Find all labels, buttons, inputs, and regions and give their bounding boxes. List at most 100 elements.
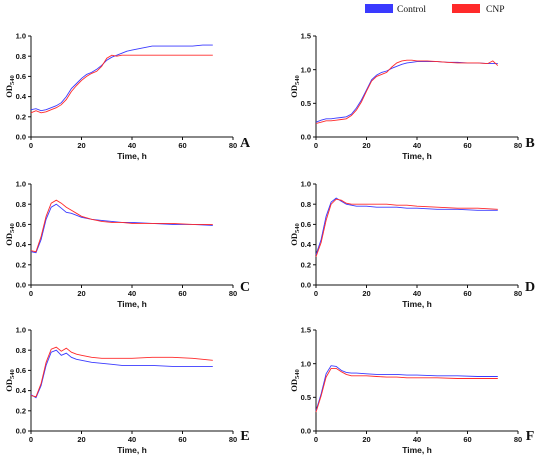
y-tick-label: 0.0	[16, 281, 26, 290]
x-tick-label: 80	[514, 289, 522, 298]
x-tick-label: 80	[514, 435, 522, 444]
y-tick-label: 1.0	[16, 32, 26, 41]
panel-letter: A	[240, 136, 251, 151]
y-tick-label: 0.2	[16, 112, 26, 121]
panel-b: 0 20 40 60 80 0.0 0.5 1.0 1.5 Time, h OD540 B	[289, 32, 535, 161]
y-tick-label: 0.6	[16, 72, 26, 81]
series-line-control	[30, 44, 213, 112]
x-tick-label: 0	[314, 435, 318, 444]
series-line-control	[30, 349, 213, 399]
x-tick-label: 0	[29, 289, 33, 298]
x-tick-label: 20	[77, 141, 85, 150]
x-tick-label: 20	[77, 289, 85, 298]
y-tick-label: 0.2	[16, 260, 26, 269]
x-tick-label: 20	[77, 435, 85, 444]
y-tick-label: 0.5	[301, 99, 311, 108]
y-tick-label: 1.0	[301, 180, 311, 189]
x-axis-label: Time, h	[402, 445, 432, 455]
series-line-cnp	[30, 199, 213, 253]
y-tick-label: 0.4	[301, 240, 312, 249]
y-axis-label: OD540	[289, 75, 301, 98]
y-axis-label: OD540	[289, 223, 301, 246]
x-tick-label: 40	[128, 141, 136, 150]
x-tick-label: 60	[178, 141, 186, 150]
y-tick-label: 0.4	[16, 386, 27, 395]
y-tick-label: 0.0	[301, 427, 311, 436]
x-tick-label: 80	[514, 141, 522, 150]
x-tick-label: 0	[314, 141, 318, 150]
x-tick-label: 80	[229, 435, 237, 444]
y-axis-label: OD540	[4, 369, 16, 392]
legend-label-1: CNP	[486, 5, 504, 15]
panel-d: 0 20 40 60 80 0.0 0.2 0.4 0.6 0.8 1.0 Time, h OD540 D	[289, 180, 535, 309]
panel-letter: E	[240, 429, 249, 444]
y-tick-label: 0.6	[16, 220, 26, 229]
legend-swatch-1	[452, 4, 480, 13]
legend-label-0: Control	[397, 5, 426, 15]
x-tick-label: 40	[128, 435, 136, 444]
y-tick-label: 0.8	[16, 52, 26, 61]
y-tick-label: 1.0	[301, 359, 311, 368]
x-tick-label: 0	[29, 435, 33, 444]
y-axis-label: OD540	[4, 75, 16, 98]
y-axis-label: OD540	[289, 369, 301, 392]
y-tick-label: 0.5	[301, 393, 311, 402]
y-tick-label: 0.2	[16, 406, 26, 415]
panel-a: 0 20 40 60 80 0.0 0.2 0.4 0.6 0.8 1.0 Time, h OD540 A	[4, 32, 251, 161]
panel-letter: F	[526, 429, 535, 444]
x-axis-label: Time, h	[402, 151, 432, 161]
x-axis-label: Time, h	[117, 151, 147, 161]
y-tick-label: 0.2	[301, 260, 311, 269]
x-axis-label: Time, h	[402, 299, 432, 309]
x-tick-label: 40	[413, 289, 421, 298]
y-tick-label: 0.4	[16, 240, 27, 249]
y-tick-label: 1.0	[301, 65, 311, 74]
panel-f: 0 20 40 60 80 0.0 0.5 1.0 1.5 Time, h OD540 F	[289, 326, 534, 455]
series-line-control	[30, 203, 213, 254]
y-tick-label: 0.6	[301, 220, 311, 229]
panel-letter: C	[240, 280, 250, 295]
series-line-cnp	[315, 198, 498, 257]
x-tick-label: 60	[178, 289, 186, 298]
x-axis-label: Time, h	[117, 445, 147, 455]
legend-swatch-0	[365, 4, 393, 13]
x-tick-label: 40	[413, 141, 421, 150]
x-tick-label: 20	[362, 289, 370, 298]
panel-c: 0 20 40 60 80 0.0 0.2 0.4 0.6 0.8 1.0 Time, h OD540 C	[4, 180, 250, 309]
y-tick-label: 0.8	[16, 200, 26, 209]
y-tick-label: 0.0	[301, 281, 311, 290]
series-line-control	[315, 197, 498, 255]
panel-letter: D	[525, 280, 535, 295]
y-tick-label: 1.5	[301, 32, 311, 41]
x-tick-label: 40	[128, 289, 136, 298]
panel-e: 0 20 40 60 80 0.0 0.2 0.4 0.6 0.8 1.0 Time, h OD540 E	[4, 326, 250, 455]
y-tick-label: 1.0	[16, 326, 26, 335]
x-tick-label: 60	[463, 141, 471, 150]
series-line-cnp	[30, 346, 213, 398]
y-tick-label: 0.0	[301, 133, 311, 142]
y-tick-label: 0.6	[16, 366, 26, 375]
series-line-cnp	[30, 54, 213, 114]
panels: 0 20 40 60 80 0.0 0.2 0.4 0.6 0.8 1.0 Time, h OD540 A…	[4, 32, 535, 455]
y-tick-label: 0.0	[16, 133, 26, 142]
y-tick-label: 1.5	[301, 326, 311, 335]
x-tick-label: 80	[229, 141, 237, 150]
series-line-cnp	[315, 367, 498, 413]
x-tick-label: 60	[463, 435, 471, 444]
y-tick-label: 1.0	[16, 180, 26, 189]
y-tick-label: 0.8	[301, 200, 311, 209]
x-tick-label: 80	[229, 289, 237, 298]
series-line-control	[315, 61, 498, 123]
series-line-control	[315, 365, 498, 411]
panel-letter: B	[525, 136, 534, 151]
x-axis-label: Time, h	[117, 299, 147, 309]
legend: Control CNP	[365, 4, 504, 15]
y-tick-label: 0.4	[16, 92, 27, 101]
x-tick-label: 0	[29, 141, 33, 150]
y-axis-label: OD540	[4, 223, 16, 246]
x-tick-label: 20	[362, 435, 370, 444]
x-tick-label: 60	[463, 289, 471, 298]
x-tick-label: 20	[362, 141, 370, 150]
x-tick-label: 60	[178, 435, 186, 444]
